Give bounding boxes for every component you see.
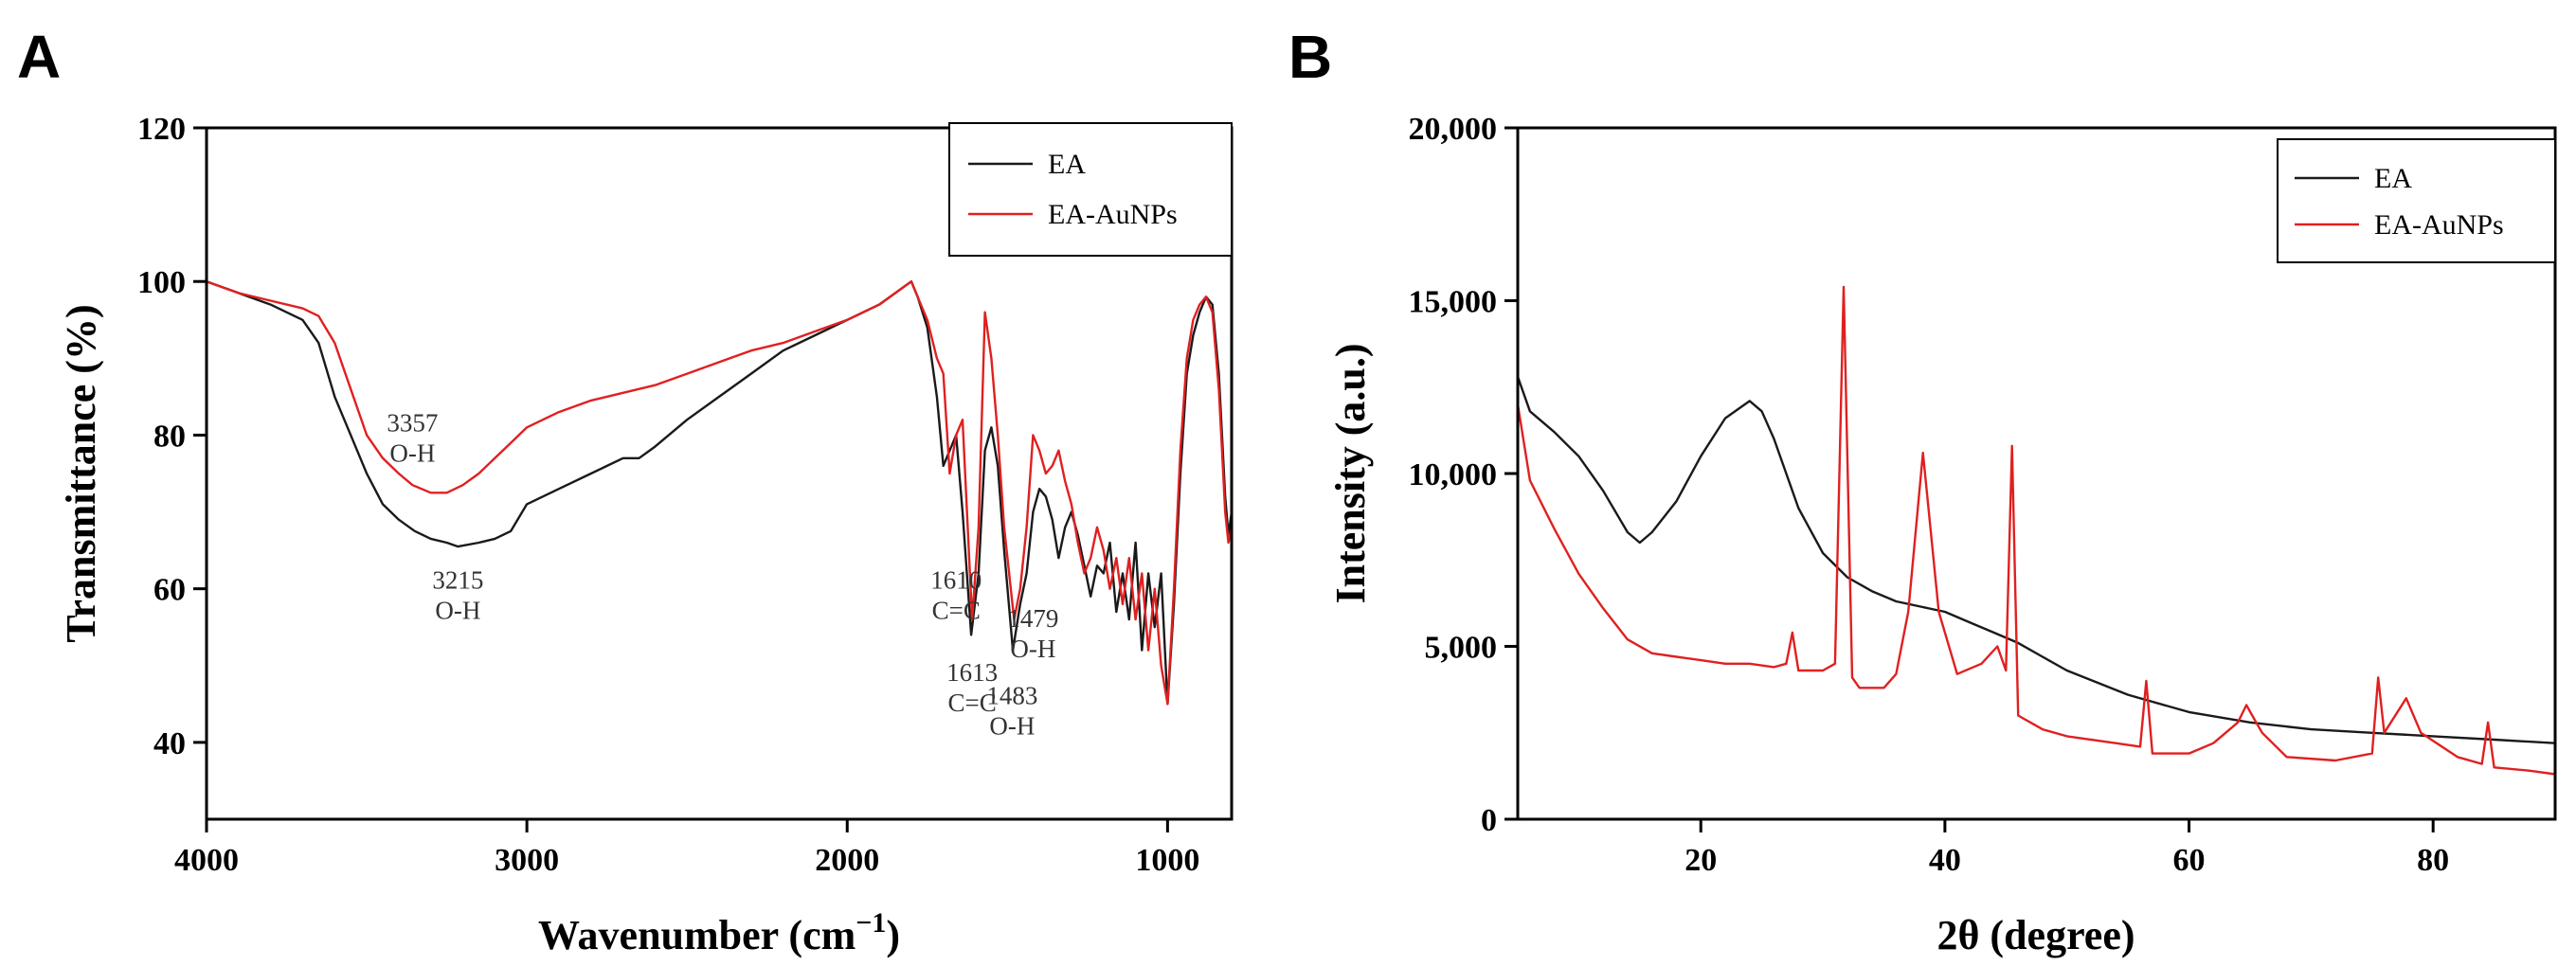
xrd-series-ea xyxy=(1516,376,2556,744)
xrd-x-tick-label: 20 xyxy=(1684,843,1717,878)
xrd-y-tick-label: 15,000 xyxy=(1409,285,1498,320)
xrd-y-tick-label: 5,000 xyxy=(1425,631,1498,666)
ftir-annotation-label: 1610 xyxy=(930,566,982,595)
ftir-x-ticks: 4000 3000 2000 1000 xyxy=(174,819,1199,878)
xrd-x-ticks: 20 40 60 80 xyxy=(1684,819,2449,878)
ftir-y-tick-label: 40 xyxy=(153,726,186,761)
xrd-x-tick-label: 80 xyxy=(2417,843,2449,878)
xrd-chart: 0 5,000 10,000 15,000 20,000 20 40 60 80 EA EA-… xyxy=(1327,112,2557,958)
ftir-legend: EA EA-AuNPs xyxy=(948,122,1233,257)
ftir-y-tick-label: 80 xyxy=(153,419,186,454)
ftir-annotation-label: 3357 xyxy=(387,408,438,437)
ftir-annotation-label: O-H xyxy=(389,438,435,467)
panel-letter-a: A xyxy=(17,23,61,91)
ftir-legend-box xyxy=(948,122,1233,257)
xrd-y-ticks: 0 5,000 10,000 15,000 20,000 xyxy=(1409,112,1518,838)
xrd-legend-auNPs-label: EA-AuNPs xyxy=(2374,209,2504,241)
ftir-y-ticks: 40 60 80 100 120 xyxy=(137,112,207,761)
ftir-annotation-label: C=C xyxy=(947,689,996,717)
ftir-legend-auNPs-label: EA-AuNPs xyxy=(1048,199,1178,230)
ftir-y-tick-label: 100 xyxy=(137,265,186,300)
ftir-series-ea xyxy=(206,280,1234,706)
xrd-x-tick-label: 40 xyxy=(1929,843,1961,878)
ftir-y-tick-label: 60 xyxy=(153,573,186,608)
xrd-series-ea-aunps xyxy=(1516,285,2556,776)
ftir-x-axis-title-end: ) xyxy=(886,912,900,958)
xrd-x-tick-label: 60 xyxy=(2173,843,2206,878)
ftir-y-tick-label: 120 xyxy=(137,112,186,147)
ftir-x-axis-title: Wavenumber (cm−1) xyxy=(538,907,900,958)
ftir-annotation-label: 3215 xyxy=(432,566,483,595)
panel-letter-b: B xyxy=(1288,23,1332,91)
ftir-annotation-label: O-H xyxy=(435,597,480,625)
ftir-annotation-label: 1483 xyxy=(986,681,1037,709)
ftir-plot-frame xyxy=(205,126,1234,821)
xrd-y-axis-title: Intensity (a.u.) xyxy=(1327,343,1374,603)
ftir-series-group xyxy=(206,280,1234,706)
ftir-annotation-label: O-H xyxy=(1010,635,1055,663)
xrd-y-tick-label: 0 xyxy=(1481,803,1497,838)
ftir-annotation-label: C=C xyxy=(932,597,981,625)
xrd-y-tick-label: 10,000 xyxy=(1409,457,1498,492)
xrd-y-tick-label: 20,000 xyxy=(1409,112,1498,147)
xrd-series-group xyxy=(1516,285,2556,776)
xrd-legend-box xyxy=(2277,138,2556,263)
ftir-y-axis-title: Transmittance (%) xyxy=(58,304,104,642)
xrd-legend-ea-label: EA xyxy=(2374,163,2412,194)
ftir-legend-ea-label: EA xyxy=(1048,149,1086,180)
ftir-x-axis-title-sup: −1 xyxy=(856,907,886,939)
ftir-x-tick-label: 4000 xyxy=(174,843,239,878)
xrd-x-axis-title: 2θ (degree) xyxy=(1937,912,2135,958)
ftir-annotation-label: 1613 xyxy=(946,658,998,687)
ftir-annotation-label: 1479 xyxy=(1007,604,1058,633)
ftir-series-ea-aunps xyxy=(206,280,1234,706)
ftir-annotation-label: O-H xyxy=(989,711,1035,740)
ftir-x-axis-title-main: Wavenumber (cm xyxy=(538,912,856,958)
ftir-x-tick-label: 3000 xyxy=(495,843,559,878)
ftir-x-tick-label: 1000 xyxy=(1135,843,1199,878)
xrd-legend: EA EA-AuNPs xyxy=(2277,138,2556,263)
ftir-x-tick-label: 2000 xyxy=(815,843,879,878)
